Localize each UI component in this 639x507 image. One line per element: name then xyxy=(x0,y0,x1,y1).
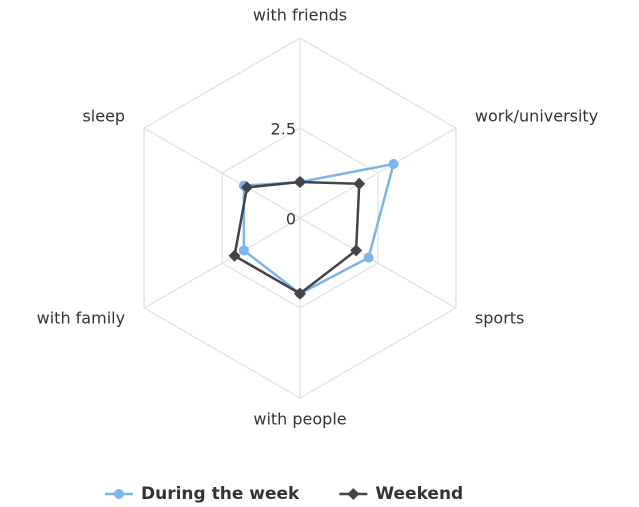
category-label: with family xyxy=(37,309,125,328)
marker xyxy=(388,159,399,169)
y-tick-label: 2.5 xyxy=(271,120,296,139)
legend-label: During the week xyxy=(141,484,300,504)
marker xyxy=(238,245,249,256)
marker xyxy=(353,177,366,190)
category-label: sleep xyxy=(82,107,125,126)
marker xyxy=(228,249,241,262)
marker xyxy=(294,176,306,188)
marker xyxy=(240,181,253,194)
series-line xyxy=(233,180,361,296)
marker xyxy=(363,252,374,263)
marker xyxy=(294,287,306,300)
category-label: work/university xyxy=(475,107,598,126)
category-label: sports xyxy=(475,309,524,328)
marker xyxy=(350,244,363,257)
legend-marker xyxy=(114,489,124,499)
legend-label: Weekend xyxy=(375,484,463,504)
category-label: with people xyxy=(253,410,346,429)
grid-line xyxy=(221,127,379,309)
category-label: with friends xyxy=(253,6,347,25)
y-tick-label: 0 xyxy=(286,210,296,229)
legend-marker xyxy=(347,488,360,500)
